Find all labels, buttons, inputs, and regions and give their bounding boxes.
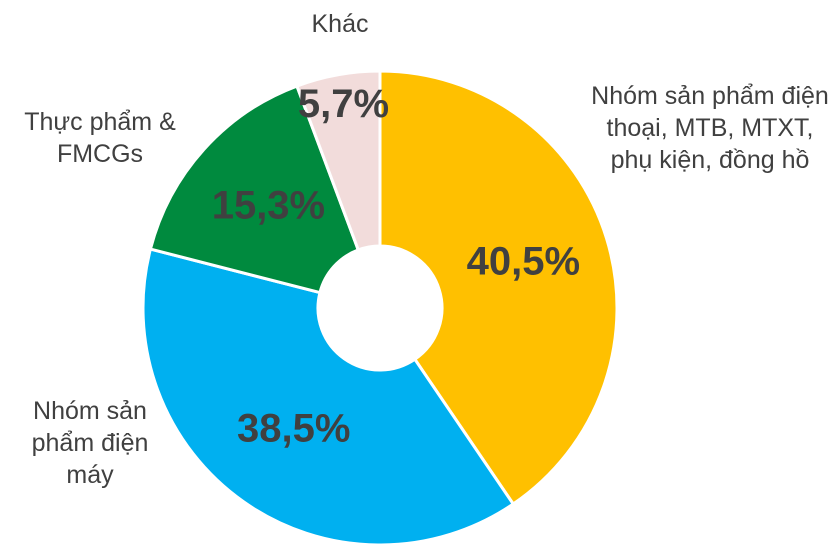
value-label: 15,3% [212,183,325,227]
donut-slice [141,247,516,544]
category-label-box: Thực phẩm & FMCGs [24,108,176,168]
value-label: 38,5% [237,406,350,450]
donut-slice [378,69,619,507]
category-label-box: Khác [311,10,369,38]
donut-slice [148,84,361,295]
value-label: 40,5% [467,239,580,283]
category-label-box: Nhóm sản phẩm điện máy [31,397,149,489]
value-label: 5,7% [298,82,389,126]
donut-slice [294,69,382,252]
category-label: Nhóm sản phẩm điện máy [31,397,149,489]
category-label: Thực phẩm & FMCGs [24,108,176,168]
category-label: Khác [311,10,369,38]
category-label-box: Nhóm sản phẩm điện thoại, MTB, MTXT, phụ… [591,82,829,174]
category-label: Nhóm sản phẩm điện thoại, MTB, MTXT, phụ… [591,82,829,174]
